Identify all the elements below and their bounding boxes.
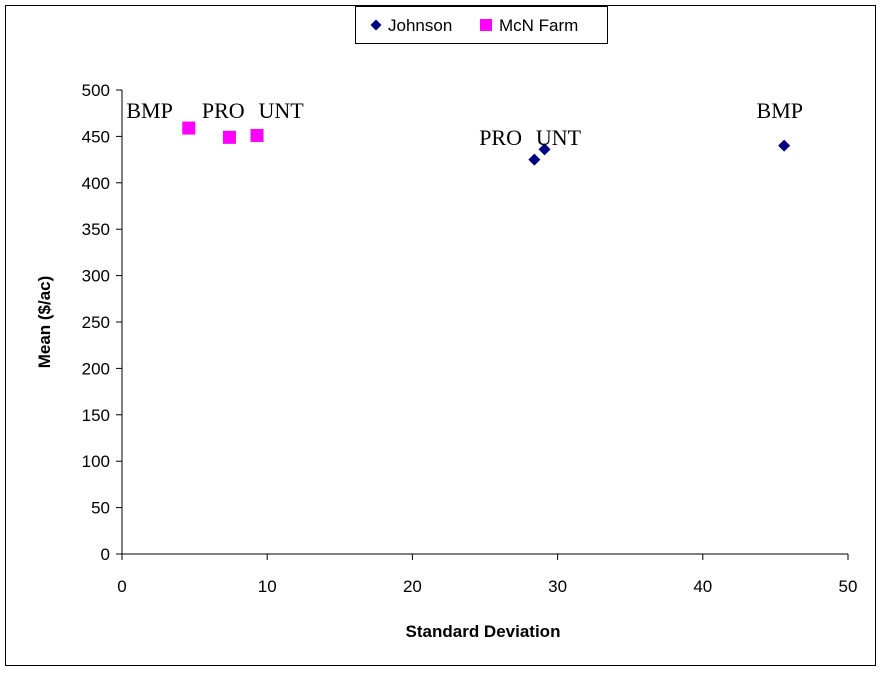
y-tick-label: 300 — [82, 267, 110, 286]
point-annotation: UNT — [258, 98, 304, 123]
y-tick-label: 400 — [82, 174, 110, 193]
point-annotations: BMP PRO UNT PRO UNT BMP — [126, 98, 803, 150]
point-annotation: PRO — [202, 98, 245, 123]
johnson-point — [538, 143, 551, 156]
mcn-farm-point — [182, 121, 196, 135]
mcn-farm-point — [222, 130, 236, 144]
data-points — [182, 121, 791, 166]
johnson-point — [528, 153, 541, 166]
y-tick-label: 50 — [91, 499, 110, 518]
legend-marker-mcn-farm — [480, 19, 492, 31]
mcn-farm-point — [250, 128, 264, 142]
point-annotation: UNT — [536, 125, 582, 150]
x-tick-label: 20 — [403, 577, 422, 596]
chart-frame — [5, 5, 876, 666]
y-tick-label: 350 — [82, 220, 110, 239]
x-tick-label: 30 — [548, 577, 567, 596]
y-axis-title: Mean ($/ac) — [35, 276, 54, 369]
point-annotation: PRO — [479, 125, 522, 150]
x-tick-label: 40 — [693, 577, 712, 596]
point-annotation: BMP — [126, 98, 172, 123]
point-annotation: BMP — [757, 98, 803, 123]
y-tick-label: 450 — [82, 127, 110, 146]
y-tick-label: 100 — [82, 452, 110, 471]
x-tick-label: 0 — [117, 577, 126, 596]
legend-marker-johnson — [370, 19, 382, 31]
y-tick-label: 200 — [82, 359, 110, 378]
x-axis-title: Standard Deviation — [406, 622, 561, 641]
x-tick-label: 10 — [258, 577, 277, 596]
y-tick-label: 500 — [82, 81, 110, 100]
legend-label-johnson: Johnson — [388, 16, 452, 35]
y-tick-label: 250 — [82, 313, 110, 332]
x-tick-label: 50 — [839, 577, 858, 596]
johnson-point — [778, 139, 791, 152]
y-tick-label: 150 — [82, 406, 110, 425]
x-axis: 0 10 20 30 40 50 — [117, 554, 857, 596]
legend-label-mcn-farm: McN Farm — [499, 16, 578, 35]
y-axis: 0 50 100 150 200 250 300 350 400 450 500 — [82, 81, 122, 564]
y-tick-label: 0 — [101, 545, 110, 564]
legend: Johnson McN Farm — [355, 6, 608, 44]
